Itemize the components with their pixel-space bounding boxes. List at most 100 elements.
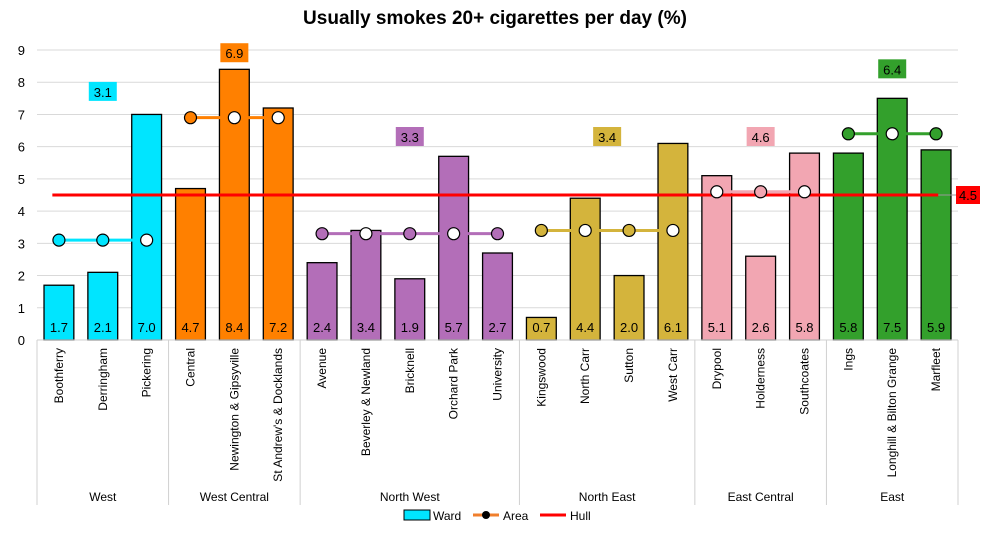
group-label: North West [380, 490, 440, 504]
x-tick-label: Marfleet [929, 347, 943, 391]
y-tick-label: 7 [18, 107, 25, 122]
x-tick-label: Longhill & Bilton Grange [885, 348, 899, 478]
area-marker [96, 233, 110, 247]
area-marker [754, 185, 768, 199]
bar-st-andrew-s-docklands [262, 107, 294, 341]
area-label-box [220, 43, 249, 63]
area-label-box [593, 127, 622, 146]
area-marker [534, 223, 548, 238]
bar-data-label: 5.8 [795, 320, 813, 335]
bar-data-label: 5.7 [445, 320, 463, 335]
group-label: West Central [200, 490, 269, 504]
y-tick-label: 1 [18, 301, 25, 316]
x-tick-label: Derringham [96, 348, 110, 411]
x-tick-label: Southcoates [798, 348, 812, 415]
area-label-box [746, 127, 775, 146]
bar-sutton [613, 274, 645, 341]
hull-label-box [956, 186, 980, 204]
area-label-box [878, 59, 907, 79]
bar-bricknell [394, 278, 426, 341]
area-marker [52, 233, 66, 247]
bar-avenue [306, 262, 338, 341]
group-label: East Central [728, 490, 794, 504]
x-tick-label: Bricknell [403, 348, 417, 393]
bar-data-label: 7.2 [269, 320, 287, 335]
legend-ward-swatch [403, 509, 431, 521]
area-marker [666, 223, 680, 238]
area-marker [315, 227, 329, 241]
bar-data-label: 5.9 [927, 320, 945, 335]
bar-orchard-park [438, 155, 470, 341]
bar-drypool [701, 175, 733, 341]
x-tick-label: Newington & Gipsyville [227, 348, 241, 471]
bar-data-label: 2.4 [313, 320, 331, 335]
bar-data-label: 2.6 [752, 320, 770, 335]
y-tick-label: 8 [18, 75, 25, 90]
bar-data-label: 6.1 [664, 320, 682, 335]
area-marker [140, 233, 154, 247]
hull-label: 4.5 [959, 188, 977, 203]
bar-data-label: 4.4 [576, 320, 594, 335]
bar-data-label: 2.7 [488, 320, 506, 335]
x-tick-label: St Andrew's & Docklands [271, 348, 285, 482]
bar-data-label: 5.8 [839, 320, 857, 335]
bar-newington-gipsyville [218, 68, 250, 341]
bar-north-carr [569, 197, 601, 341]
area-marker [622, 223, 636, 238]
bar-central [174, 187, 207, 341]
group-label: North East [579, 490, 636, 504]
area-label-box [88, 81, 117, 101]
area-marker [183, 111, 198, 125]
group-label: West [89, 490, 117, 504]
y-tick-label: 9 [18, 43, 25, 58]
bar-data-label: 0.7 [532, 320, 550, 335]
bar-data-label: 1.7 [50, 320, 68, 335]
x-tick-label: Ings [841, 348, 855, 371]
bar-data-label: 2.1 [94, 320, 112, 335]
bar-boothferry [43, 284, 75, 341]
x-tick-label: Beverley & Newland [359, 348, 373, 456]
area-marker [490, 227, 505, 241]
area-marker [403, 227, 417, 241]
area-marker [447, 227, 461, 241]
area-label: 6.9 [225, 46, 243, 61]
y-tick-label: 5 [18, 172, 25, 187]
area-label-box [395, 127, 424, 146]
bar-marfleet [920, 149, 952, 341]
bar-derringham [87, 271, 119, 341]
x-tick-label: University [491, 348, 505, 401]
area-marker [885, 127, 899, 141]
x-tick-label: West Carr [666, 348, 680, 402]
x-tick-label: Boothferry [52, 348, 66, 403]
bar-data-label: 1.9 [401, 320, 419, 335]
legend-area-label: Area [503, 509, 529, 523]
area-label: 3.3 [401, 130, 419, 145]
area-label: 3.1 [94, 85, 112, 100]
bar-beverley-newland [350, 229, 382, 341]
bar-data-label: 3.4 [357, 320, 375, 335]
legend-ward-label: Ward [433, 509, 461, 523]
chart-title: Usually smokes 20+ cigarettes per day (%… [303, 8, 687, 29]
bar-holderness [745, 255, 777, 341]
bar-data-label: 8.4 [225, 320, 243, 335]
x-tick-label: Sutton [622, 348, 636, 383]
area-marker [929, 127, 943, 141]
area-marker [578, 223, 592, 238]
area-label: 3.4 [598, 130, 616, 145]
bar-west-carr [657, 142, 689, 341]
x-tick-label: Avenue [315, 348, 329, 389]
area-marker [227, 111, 241, 125]
x-tick-label: Holderness [754, 348, 768, 409]
bar-pickering [131, 113, 163, 341]
area-label: 6.4 [883, 62, 901, 77]
bar-southcoates [788, 152, 821, 341]
legend-area-marker [482, 511, 490, 519]
x-tick-label: Orchard Park [447, 347, 461, 419]
x-tick-label: North Carr [578, 348, 592, 404]
bar-data-label: 5.1 [708, 320, 726, 335]
bar-ings [832, 152, 864, 341]
y-tick-label: 6 [18, 140, 25, 155]
area-marker [359, 227, 373, 241]
area-marker [841, 127, 855, 141]
